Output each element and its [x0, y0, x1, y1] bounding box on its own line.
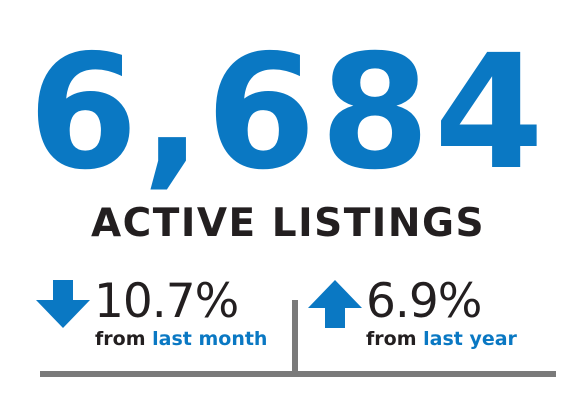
active-listings-count: 6,684 — [28, 21, 548, 205]
vertical-divider — [292, 300, 298, 374]
monthly-caption-prefix: from — [95, 328, 146, 350]
yearly-caption-period: last year — [423, 328, 517, 350]
monthly-change-caption: from last month — [95, 330, 267, 349]
arrow-down-icon — [36, 280, 90, 328]
monthly-change-percent: 10.7% — [94, 274, 239, 329]
arrow-up-icon — [308, 280, 362, 328]
yearly-change-stat: 6.9% — [308, 274, 482, 329]
yearly-change-percent: 6.9% — [366, 274, 482, 329]
yearly-change-caption: from last year — [366, 330, 517, 349]
monthly-caption-period: last month — [152, 328, 268, 350]
yearly-caption-prefix: from — [366, 328, 417, 350]
horizontal-divider — [40, 371, 556, 377]
active-listings-label: ACTIVE LISTINGS — [90, 201, 486, 246]
monthly-change-stat: 10.7% — [36, 274, 239, 329]
